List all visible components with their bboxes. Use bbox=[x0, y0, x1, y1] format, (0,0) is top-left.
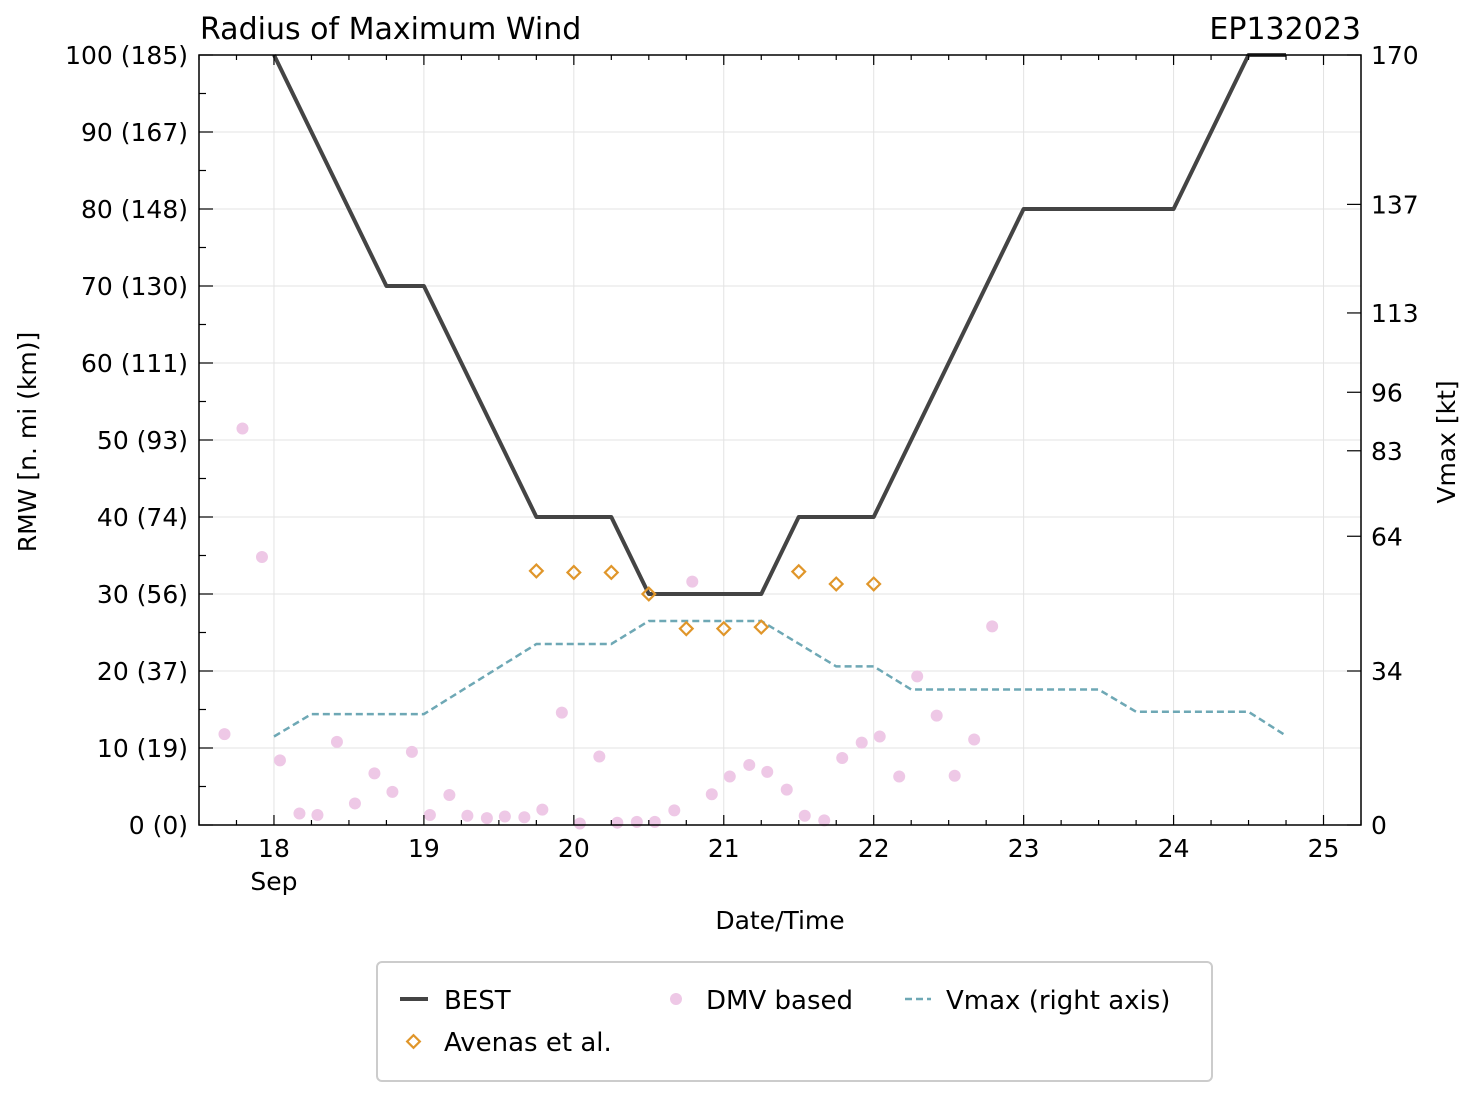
dmv-point bbox=[893, 770, 906, 783]
dmv-point bbox=[236, 422, 249, 435]
avenas-marker bbox=[865, 576, 882, 592]
y-tick-label: 20 (37) bbox=[97, 657, 188, 686]
dmv-point bbox=[630, 815, 643, 828]
dmv-point bbox=[723, 770, 736, 783]
dmv-point bbox=[836, 752, 849, 765]
dmv-point bbox=[386, 785, 399, 798]
dmv-point bbox=[968, 733, 981, 746]
axis-ticks: 18 Sep 19 20 21 22 23 24 25 0 (0) 10 (19) 20 (37) 30… bbox=[65, 41, 1419, 896]
y-tick-label: 70 (130) bbox=[81, 272, 188, 301]
dmv-point bbox=[948, 769, 961, 782]
best-track-line bbox=[272, 53, 1286, 596]
dmv-point bbox=[648, 815, 661, 828]
legend: BEST DMV based Vmax (right axis) Avenas … bbox=[376, 961, 1213, 1082]
dmv-point bbox=[368, 767, 381, 780]
grid-lines bbox=[199, 54, 1361, 826]
x-tick-label: 24 bbox=[1158, 834, 1190, 863]
dmv-point bbox=[798, 809, 811, 822]
x-tick-label: 25 bbox=[1308, 834, 1340, 863]
dmv-point bbox=[780, 783, 793, 796]
dmv-point bbox=[255, 551, 268, 564]
dmv-point bbox=[348, 797, 361, 810]
dmv-point bbox=[555, 706, 568, 719]
y2-axis-label: Vmax [kt] bbox=[1432, 380, 1461, 503]
x-tick-label: 20 bbox=[558, 834, 590, 863]
y-tick-label: 100 (185) bbox=[65, 41, 188, 70]
dmv-point bbox=[873, 730, 886, 743]
avenas-marker bbox=[678, 620, 695, 637]
legend-avenas-swatch bbox=[405, 1033, 422, 1050]
x-tick-label: 23 bbox=[1008, 834, 1040, 863]
y2-tick-label: 83 bbox=[1371, 437, 1403, 466]
x-tick-label: 18 bbox=[258, 834, 290, 863]
dmv-point bbox=[518, 811, 531, 824]
avenas-marker bbox=[715, 620, 732, 637]
x-tick-sublabel: Sep bbox=[250, 867, 297, 896]
legend-dmv-swatch bbox=[670, 993, 682, 1005]
x-axis-label: Date/Time bbox=[715, 906, 844, 935]
y2-tick-label: 0 bbox=[1371, 811, 1387, 840]
y-tick-label: 40 (74) bbox=[97, 503, 188, 532]
dmv-point bbox=[461, 809, 474, 822]
y-tick-label: 80 (148) bbox=[81, 195, 188, 224]
dmv-point bbox=[443, 788, 456, 801]
legend-dmv-label: DMV based bbox=[706, 986, 853, 1016]
y-tick-label: 60 (111) bbox=[81, 349, 188, 378]
avenas-marker bbox=[603, 564, 620, 581]
legend-vmax-label: Vmax (right axis) bbox=[946, 986, 1170, 1016]
x-tick-label: 19 bbox=[408, 834, 440, 863]
series-layer bbox=[218, 53, 1287, 830]
dmv-point bbox=[855, 736, 868, 749]
legend-box bbox=[376, 961, 1213, 1082]
y-tick-label: 30 (56) bbox=[97, 580, 188, 609]
y-tick-label: 90 (167) bbox=[81, 118, 188, 147]
avenas-marker bbox=[790, 563, 807, 580]
y-axis-label: RMW [n. mi (km)] bbox=[13, 332, 42, 552]
vmax-line bbox=[273, 619, 1287, 738]
y2-tick-label: 113 bbox=[1371, 299, 1419, 328]
y-tick-label: 50 (93) bbox=[97, 426, 188, 455]
y-tick-label: 10 (19) bbox=[97, 734, 188, 763]
legend-best-label: BEST bbox=[444, 986, 511, 1016]
chart-title: Radius of Maximum Wind bbox=[200, 12, 581, 47]
dmv-point bbox=[273, 754, 286, 767]
avenas-marker bbox=[528, 562, 545, 579]
x-tick-label: 22 bbox=[858, 834, 890, 863]
dmv-point bbox=[218, 728, 231, 741]
dmv-point bbox=[498, 810, 511, 823]
dmv-point bbox=[293, 807, 306, 820]
y2-tick-label: 96 bbox=[1371, 378, 1403, 407]
y2-tick-label: 64 bbox=[1371, 522, 1403, 551]
dmv-point bbox=[686, 575, 699, 588]
dmv-point bbox=[930, 709, 943, 722]
legend-avenas-label: Avenas et al. bbox=[444, 1028, 612, 1058]
avenas-marker bbox=[828, 576, 845, 592]
dmv-point bbox=[405, 745, 418, 758]
dmv-point bbox=[480, 812, 493, 825]
avenas-marker bbox=[753, 619, 770, 636]
x-tick-label: 21 bbox=[708, 834, 740, 863]
y-tick-label: 0 (0) bbox=[129, 811, 188, 840]
y2-tick-label: 137 bbox=[1371, 190, 1419, 219]
dmv-point bbox=[761, 765, 774, 778]
dmv-point bbox=[536, 803, 549, 816]
dmv-point bbox=[330, 735, 343, 748]
avenas-marker bbox=[565, 564, 582, 581]
dmv-point bbox=[911, 670, 924, 683]
storm-id: EP132023 bbox=[1209, 12, 1361, 47]
dmv-point bbox=[668, 804, 681, 817]
y2-tick-label: 170 bbox=[1371, 41, 1419, 70]
dmv-point bbox=[705, 788, 718, 801]
y2-tick-label: 34 bbox=[1371, 657, 1403, 686]
dmv-point bbox=[593, 750, 606, 763]
avenas-marker bbox=[640, 586, 657, 602]
dmv-point bbox=[573, 817, 586, 830]
dmv-point bbox=[311, 808, 324, 821]
dmv-point bbox=[743, 758, 756, 771]
dmv-point bbox=[986, 620, 999, 633]
dmv-point bbox=[423, 808, 436, 821]
dmv-point bbox=[818, 814, 831, 827]
dmv-point bbox=[611, 816, 624, 829]
